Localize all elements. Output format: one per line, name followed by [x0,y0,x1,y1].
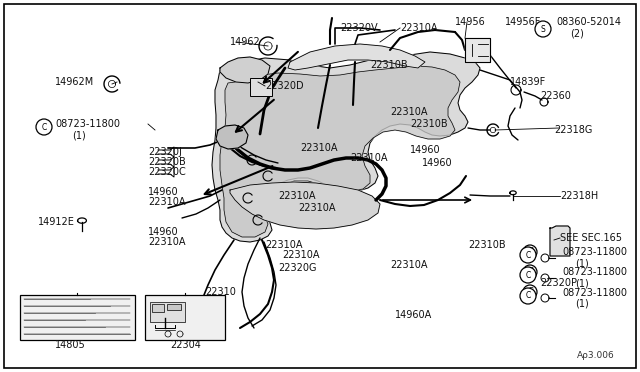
Text: 22360: 22360 [540,91,571,101]
Polygon shape [288,44,425,70]
Polygon shape [216,125,248,149]
Circle shape [36,119,52,135]
Text: 08723-11800: 08723-11800 [562,247,627,257]
Text: C: C [525,292,531,301]
Text: 22320B: 22320B [148,157,186,167]
Text: 14962: 14962 [230,37,260,47]
Polygon shape [212,52,480,242]
Text: 14960A: 14960A [395,310,432,320]
Circle shape [520,288,536,304]
Text: SEE SEC.165: SEE SEC.165 [560,233,622,243]
Text: 14839F: 14839F [510,77,547,87]
Text: 22310A: 22310A [298,203,335,213]
Text: 22310A: 22310A [148,197,186,207]
Text: 22320P: 22320P [540,278,577,288]
Text: (1): (1) [72,130,86,140]
Text: C: C [42,122,47,131]
Text: 22320J: 22320J [148,147,182,157]
Text: 22310A: 22310A [390,260,428,270]
Polygon shape [220,57,270,83]
Circle shape [520,247,536,263]
Text: 08723-11800: 08723-11800 [562,288,627,298]
Text: C: C [527,288,533,296]
Text: 14912E: 14912E [38,217,75,227]
Text: (2): (2) [570,29,584,39]
Text: C: C [527,267,533,276]
Polygon shape [230,182,380,229]
Bar [152,304,164,312]
Text: Aρ3.006: Aρ3.006 [577,351,615,360]
Text: 22320V: 22320V [340,23,378,33]
Text: C: C [525,250,531,260]
Text: (1): (1) [575,258,589,268]
Text: 14956F: 14956F [505,17,541,27]
Text: 14960: 14960 [148,227,179,237]
Text: 08360-52014: 08360-52014 [556,17,621,27]
Text: 22310A: 22310A [278,191,316,201]
Circle shape [520,267,536,283]
Bar [150,302,185,322]
Text: 22310B: 22310B [370,60,408,70]
Text: 22310A: 22310A [390,107,428,117]
Text: 22318G: 22318G [554,125,593,135]
Circle shape [523,245,537,259]
Polygon shape [465,38,490,62]
Text: 22310A: 22310A [282,250,319,260]
Text: 22310A: 22310A [400,23,438,33]
FancyBboxPatch shape [145,295,225,340]
Text: 14960: 14960 [422,158,452,168]
Text: S: S [541,25,545,33]
Text: 22310B: 22310B [468,240,506,250]
Text: 22320D: 22320D [265,81,303,91]
Text: 14960: 14960 [148,187,179,197]
Text: 14805: 14805 [55,340,86,350]
Text: (1): (1) [575,278,589,288]
Text: 22320G: 22320G [278,263,317,273]
Text: 08723-11800: 08723-11800 [562,267,627,277]
Text: 22310A: 22310A [300,143,337,153]
Text: C: C [525,270,531,279]
Circle shape [523,265,537,279]
Text: 22320C: 22320C [148,167,186,177]
Text: 22310: 22310 [205,287,236,297]
Text: 22318H: 22318H [560,191,598,201]
Text: C: C [527,247,533,257]
Text: 22310A: 22310A [350,153,387,163]
Text: 22310A: 22310A [148,237,186,247]
Text: 14956: 14956 [455,17,486,27]
Text: 22310A: 22310A [265,240,303,250]
Text: 08723-11800: 08723-11800 [55,119,120,129]
Polygon shape [550,226,570,256]
Circle shape [523,285,537,299]
Polygon shape [220,66,460,237]
Text: 14960: 14960 [410,145,440,155]
Bar [250,78,272,96]
Text: (1): (1) [575,299,589,309]
FancyBboxPatch shape [20,295,135,340]
Bar [167,304,181,310]
Text: 22304: 22304 [170,340,201,350]
Text: 22310B: 22310B [410,119,447,129]
Circle shape [535,21,551,37]
Text: 14962M: 14962M [55,77,94,87]
